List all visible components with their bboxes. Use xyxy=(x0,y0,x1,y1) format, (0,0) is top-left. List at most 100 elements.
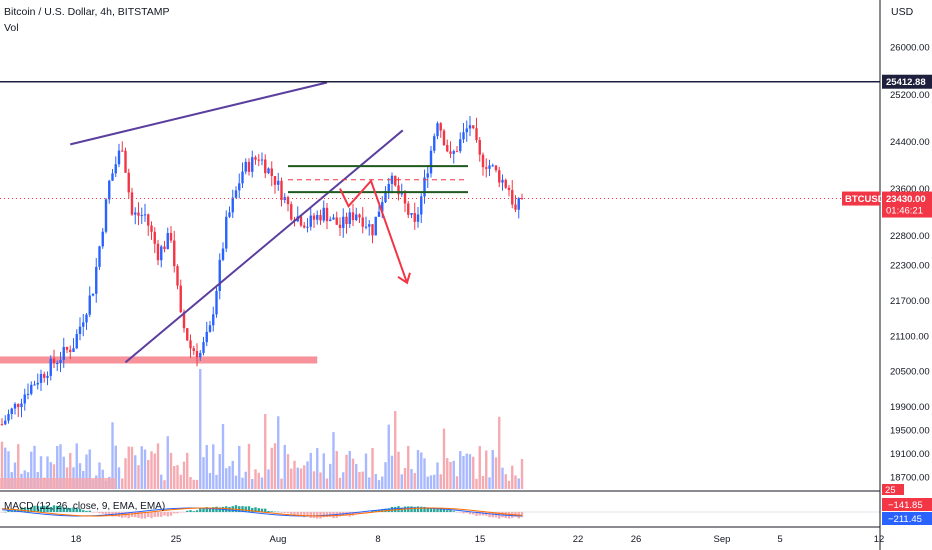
candle-body xyxy=(228,212,231,217)
candle-body xyxy=(56,362,59,364)
volume-bar xyxy=(494,457,498,489)
macd-hist xyxy=(273,511,277,513)
time-axis[interactable]: 18 25 Aug 8 15 22 26 Sep 5 12 xyxy=(71,534,885,545)
candle-body xyxy=(17,403,20,408)
volume-bar xyxy=(491,449,494,489)
macd-hist xyxy=(156,512,160,517)
time-tick-label: 18 xyxy=(71,534,82,545)
macd-hist xyxy=(0,512,4,513)
macd-hist xyxy=(361,512,364,513)
symbol-title[interactable]: Bitcoin / U.S. Dollar, 4h, BITSTAMP xyxy=(4,6,170,18)
macd-hist xyxy=(202,507,205,512)
price-tick-label: 19100.00 xyxy=(890,449,930,460)
candle-body xyxy=(221,248,225,260)
volume-bar xyxy=(241,477,244,489)
macd-hist xyxy=(472,512,475,515)
candle-body xyxy=(514,204,517,210)
volume-bar xyxy=(127,446,130,489)
candle-body xyxy=(13,403,17,409)
macd-legend[interactable]: MACD (12, 26, close, 9, EMA, EMA) xyxy=(4,501,166,512)
candle-body xyxy=(10,408,13,414)
volume-bar xyxy=(33,445,36,489)
candle-body xyxy=(82,322,85,327)
macd-hist xyxy=(225,506,228,512)
signal-line xyxy=(1,507,523,517)
macd-hist xyxy=(520,512,524,518)
candle-body xyxy=(124,150,127,173)
volume-bar xyxy=(225,468,228,489)
volume-bar xyxy=(478,446,481,489)
volume-bar xyxy=(416,450,420,489)
volume-bar xyxy=(286,454,290,489)
macd-hist xyxy=(101,512,104,514)
candle-body xyxy=(192,348,195,352)
volume-bar xyxy=(507,480,511,489)
macd-hist xyxy=(137,512,140,518)
macd-hist xyxy=(481,512,485,516)
candle-body xyxy=(299,216,303,226)
volume-bar xyxy=(446,458,449,489)
macd-hist xyxy=(322,512,325,518)
candle-body xyxy=(433,136,436,151)
candle-body xyxy=(179,285,182,313)
volume-bar xyxy=(199,369,202,489)
candle-body xyxy=(394,175,397,186)
candle-body xyxy=(335,217,338,225)
candle-body xyxy=(442,130,446,146)
volume-bar xyxy=(312,471,316,489)
volume-bar xyxy=(485,450,488,489)
candle-body xyxy=(410,213,413,215)
volume-bar xyxy=(407,445,410,489)
candle-body xyxy=(345,216,348,224)
macd-hist xyxy=(59,505,62,512)
volume-bar xyxy=(124,458,127,489)
candle-body xyxy=(361,217,364,227)
macd-hist xyxy=(478,512,481,516)
volume-bar xyxy=(52,464,56,489)
volume-bar xyxy=(452,460,455,489)
candle-body xyxy=(78,326,82,335)
candle-body xyxy=(462,132,465,140)
macd-hist xyxy=(166,512,169,517)
volume-bar xyxy=(462,455,465,489)
candle-body xyxy=(446,145,449,152)
price-axis[interactable]: 26000.00 25200.00 24400.00 23600.00 22800.00… xyxy=(842,0,932,550)
candle-body xyxy=(322,207,325,221)
volume-bar xyxy=(163,480,166,489)
volume-bar xyxy=(290,468,293,489)
volume-bar xyxy=(358,471,361,489)
volume-bar xyxy=(394,411,397,489)
candle-body xyxy=(413,213,416,222)
candle-body xyxy=(455,151,459,153)
volume-bar xyxy=(78,463,82,489)
volume-bar xyxy=(468,454,472,489)
drawings[interactable] xyxy=(0,80,880,364)
macd-hist xyxy=(306,512,309,517)
volume-bar xyxy=(150,451,153,489)
volume-bar xyxy=(449,461,452,489)
candle-body xyxy=(374,216,377,236)
macd-hist xyxy=(468,512,472,515)
candle-body xyxy=(270,168,273,177)
candle-body xyxy=(30,384,33,394)
candle-body xyxy=(166,233,169,250)
candle-body xyxy=(134,212,137,215)
volume-bar xyxy=(514,475,517,489)
macd-hist xyxy=(293,512,296,516)
volume-bar xyxy=(215,474,218,489)
macd-hist xyxy=(283,512,286,514)
volume-bar xyxy=(254,469,257,489)
candle-body xyxy=(507,187,511,191)
volume-bar xyxy=(319,472,322,489)
volume-bar xyxy=(459,451,462,489)
candle-body xyxy=(267,168,270,174)
macd-hist xyxy=(390,506,394,512)
macd-hist xyxy=(355,512,358,515)
volume-bar xyxy=(475,478,478,489)
volume-bar xyxy=(439,474,442,489)
macd-hist xyxy=(423,506,426,512)
candle-body xyxy=(137,212,140,216)
candle-body xyxy=(371,224,374,236)
macd-hist xyxy=(62,507,65,512)
